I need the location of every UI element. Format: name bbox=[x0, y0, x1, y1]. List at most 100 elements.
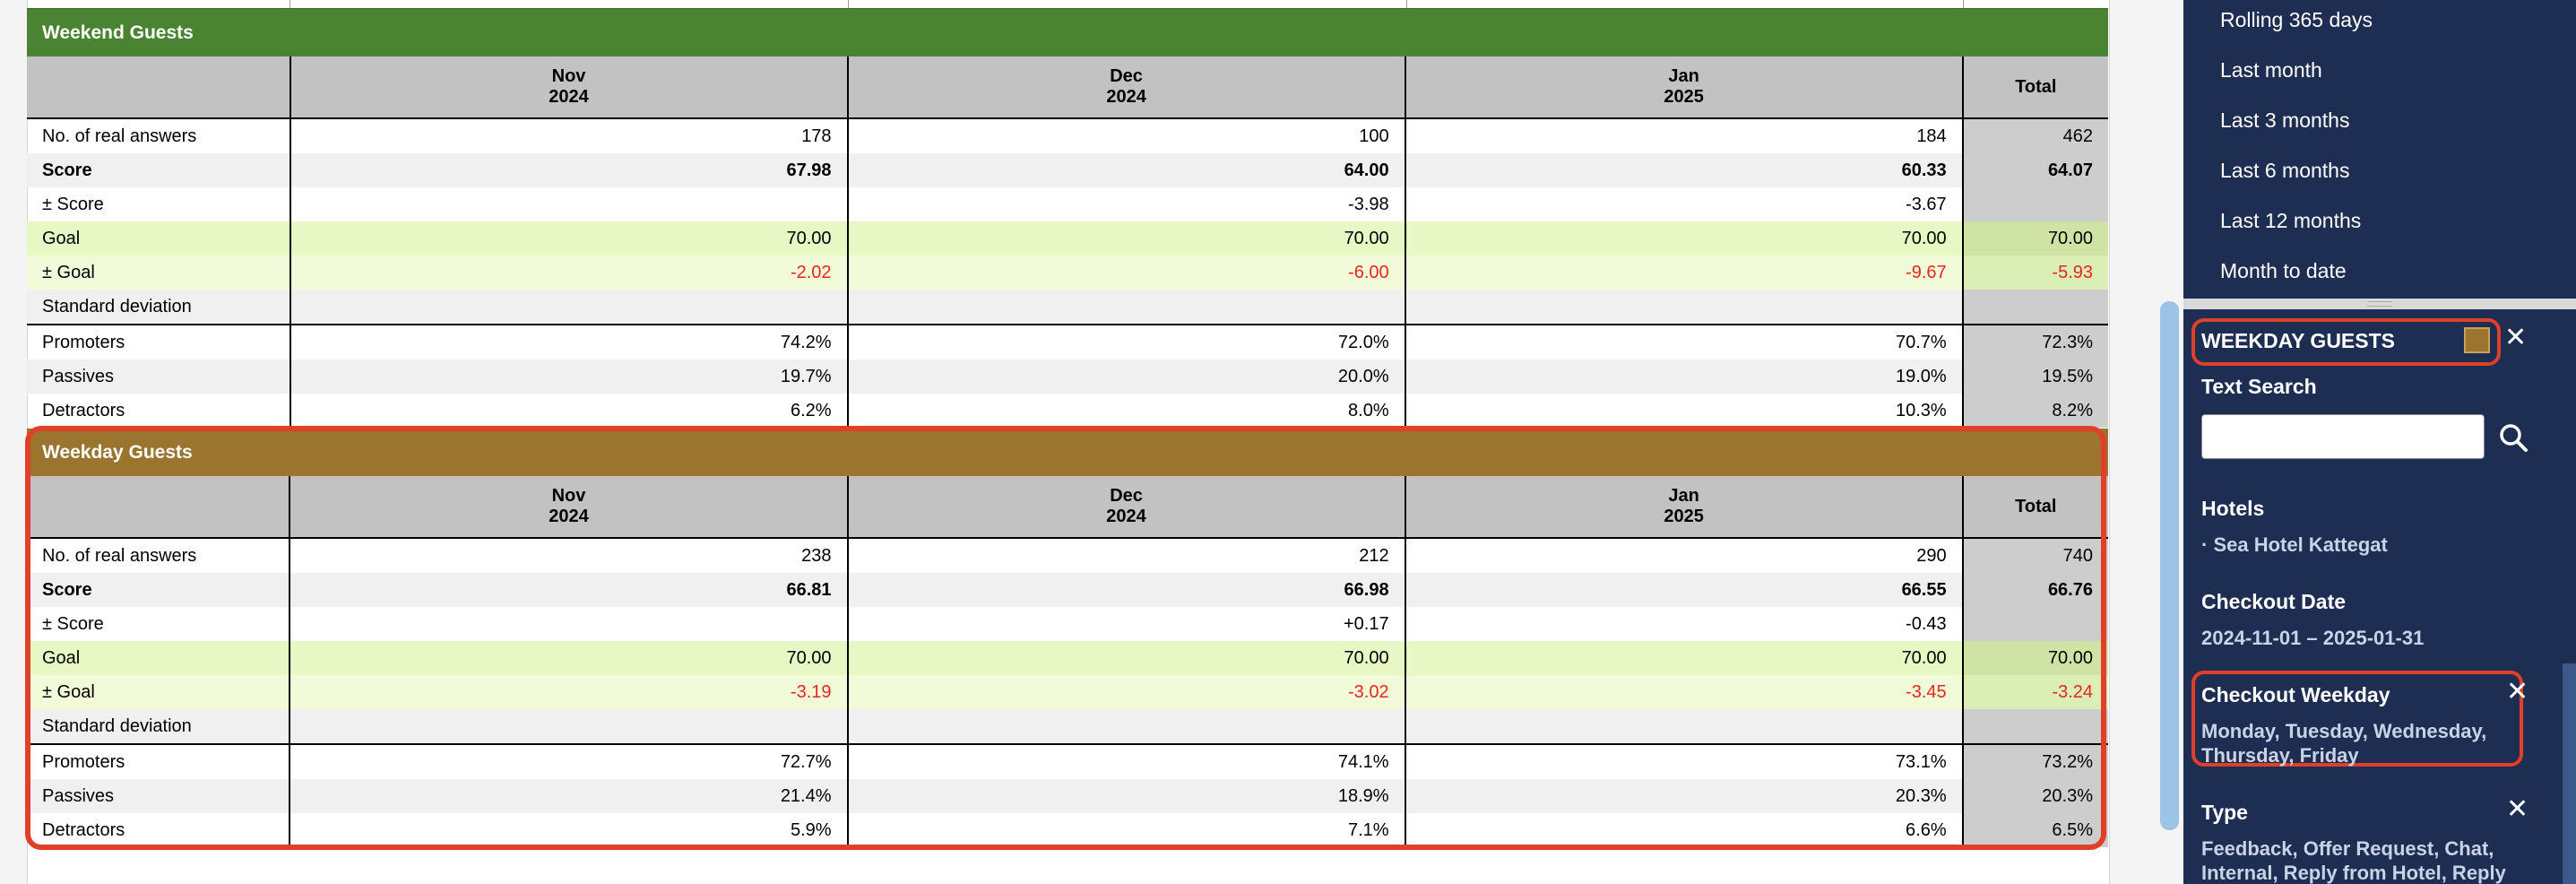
row-label: Passives bbox=[27, 779, 290, 813]
resize-grip[interactable] bbox=[2367, 301, 2392, 307]
value-cell bbox=[846, 290, 1405, 325]
checkout-weekday-label: Checkout Weekday bbox=[2201, 683, 2390, 706]
value-cell: 72.7% bbox=[289, 743, 848, 779]
table-title: Weekday Guests bbox=[27, 429, 2108, 476]
table-row: ± Goal -2.02 -6.00 -9.67 -5.93 bbox=[27, 256, 2108, 290]
text-search-input[interactable] bbox=[2201, 414, 2485, 459]
type-value[interactable]: Feedback, Offer Request, Chat, Internal,… bbox=[2201, 837, 2506, 884]
value-cell: 21.4% bbox=[289, 779, 848, 813]
value-cell: 60.33 bbox=[1404, 153, 1963, 187]
column-header[interactable]: Dec 2024 bbox=[846, 476, 1405, 539]
total-cell: 6.5% bbox=[1961, 813, 2108, 847]
period-option[interactable]: Last 12 months bbox=[2220, 209, 2362, 232]
value-cell: 70.00 bbox=[289, 641, 848, 675]
period-option[interactable]: Month to date bbox=[2220, 259, 2347, 282]
value-cell: -9.67 bbox=[1404, 256, 1963, 290]
value-cell: 66.55 bbox=[1404, 573, 1963, 607]
main-area: Weekend Guests Nov 2024 Dec 2024 Jan 2025 T… bbox=[25, 0, 2110, 884]
table-row: No. of real answers 238 212 290 740 bbox=[27, 538, 2108, 573]
column-header[interactable]: Jan 2025 bbox=[1404, 56, 1963, 119]
row-label: Passives bbox=[27, 360, 290, 394]
sidebar-scrollbar-thumb[interactable] bbox=[2563, 663, 2576, 884]
total-cell: 740 bbox=[1961, 538, 2108, 573]
filter-sidebar: Rolling 365 days Last month Last 3 month… bbox=[2183, 0, 2576, 884]
table-row: Promoters 72.7% 74.1% 73.1% 73.2% bbox=[27, 743, 2108, 779]
weekday-guests-table: Weekday Guests Nov 2024 Dec 2024 Jan 2025 T… bbox=[27, 429, 2108, 847]
value-cell: +0.17 bbox=[846, 607, 1405, 641]
row-label: ± Score bbox=[42, 614, 104, 634]
value-cell: -3.19 bbox=[289, 675, 848, 709]
value-cell: 184 bbox=[1404, 118, 1963, 153]
value-cell: 73.1% bbox=[1404, 743, 1963, 779]
close-icon[interactable]: ✕ bbox=[2506, 794, 2529, 824]
value-cell: -3.02 bbox=[846, 675, 1405, 709]
column-header-row: Nov 2024 Dec 2024 Jan 2025 Total bbox=[27, 476, 2108, 539]
table-row: Standard deviation bbox=[27, 709, 2108, 744]
hotels-label: Hotels bbox=[2201, 497, 2265, 520]
value-cell: 8.0% bbox=[846, 394, 1405, 428]
value-cell: 5.9% bbox=[289, 813, 848, 847]
row-label: No. of real answers bbox=[42, 546, 197, 566]
value-cell: 7.1% bbox=[846, 813, 1405, 847]
period-option[interactable]: Last month bbox=[2220, 58, 2322, 82]
value-cell: 72.0% bbox=[846, 324, 1405, 360]
value-cell: 6.6% bbox=[1404, 813, 1963, 847]
row-label: ± Goal bbox=[27, 675, 290, 709]
close-icon[interactable]: ✕ bbox=[2504, 323, 2528, 352]
value-cell: 20.3% bbox=[1404, 779, 1963, 813]
value-cell: -3.45 bbox=[1404, 675, 1963, 709]
row-label: Promoters bbox=[27, 743, 290, 779]
row-label: Goal bbox=[27, 221, 290, 256]
value-cell: 67.98 bbox=[289, 153, 848, 187]
header-label-cell bbox=[27, 476, 290, 539]
total-cell: -3.24 bbox=[1961, 675, 2108, 709]
table-row: Goal 70.00 70.00 70.00 70.00 bbox=[27, 221, 2108, 256]
sidebar-scrollbar-track[interactable] bbox=[2160, 301, 2179, 830]
checkout-date-label: Checkout Date bbox=[2201, 590, 2347, 613]
column-header[interactable]: Nov 2024 bbox=[289, 56, 848, 119]
total-cell: 73.2% bbox=[1961, 743, 2108, 779]
period-option[interactable]: Last 6 months bbox=[2220, 159, 2350, 182]
value-cell: 100 bbox=[846, 118, 1405, 153]
column-header[interactable]: Nov 2024 bbox=[289, 476, 848, 539]
weekend-guests-table: Weekend Guests Nov 2024 Dec 2024 Jan 2025 T… bbox=[27, 9, 2108, 428]
value-cell: -3.98 bbox=[846, 187, 1405, 221]
total-header[interactable]: Total bbox=[1961, 56, 2108, 119]
total-cell: 19.5% bbox=[1961, 360, 2108, 394]
search-icon[interactable] bbox=[2497, 421, 2529, 454]
total-cell: 20.3% bbox=[1961, 779, 2108, 813]
column-header[interactable]: Dec 2024 bbox=[846, 56, 1405, 119]
value-cell: 20.0% bbox=[846, 360, 1405, 394]
value-cell: 74.1% bbox=[846, 743, 1405, 779]
period-option[interactable]: Rolling 365 days bbox=[2220, 8, 2373, 31]
row-label: Score bbox=[27, 153, 290, 187]
value-cell: 178 bbox=[289, 118, 848, 153]
value-cell bbox=[846, 709, 1405, 744]
segment-color-swatch[interactable] bbox=[2464, 327, 2490, 353]
table-row: ± Score +0.17 -0.43 bbox=[27, 607, 2108, 641]
value-cell bbox=[1404, 709, 1963, 744]
value-cell: 19.0% bbox=[1404, 360, 1963, 394]
value-cell: 70.00 bbox=[1404, 221, 1963, 256]
row-label: Score bbox=[27, 573, 290, 607]
value-cell: 64.00 bbox=[846, 153, 1405, 187]
hotels-value: · Sea Hotel Kattegat bbox=[2201, 533, 2388, 556]
value-cell: 238 bbox=[289, 538, 848, 573]
value-cell: 70.00 bbox=[1404, 641, 1963, 675]
table-row: Detractors 6.2% 8.0% 10.3% 8.2% bbox=[27, 394, 2108, 428]
checkout-weekday-value[interactable]: Monday, Tuesday, Wednesday, Thursday, Fr… bbox=[2201, 720, 2487, 767]
column-header[interactable]: Jan 2025 bbox=[1404, 476, 1963, 539]
table-row: Passives 19.7% 20.0% 19.0% 19.5% bbox=[27, 360, 2108, 394]
total-cell: 72.3% bbox=[1961, 324, 2108, 360]
period-option[interactable]: Last 3 months bbox=[2220, 108, 2350, 132]
total-cell bbox=[1961, 290, 2108, 325]
row-label: Standard deviation bbox=[27, 290, 290, 325]
close-icon[interactable]: ✕ bbox=[2506, 677, 2529, 706]
total-header[interactable]: Total bbox=[1961, 476, 2108, 539]
table-row: Score 66.81 66.98 66.55 66.76 bbox=[27, 573, 2108, 607]
row-label: Promoters bbox=[27, 324, 290, 360]
value-cell bbox=[289, 290, 848, 325]
checkout-date-value[interactable]: 2024-11-01 – 2025-01-31 bbox=[2201, 627, 2425, 649]
table-row: Detractors 5.9% 7.1% 6.6% 6.5% bbox=[27, 813, 2108, 847]
total-cell: -5.93 bbox=[1961, 256, 2108, 290]
